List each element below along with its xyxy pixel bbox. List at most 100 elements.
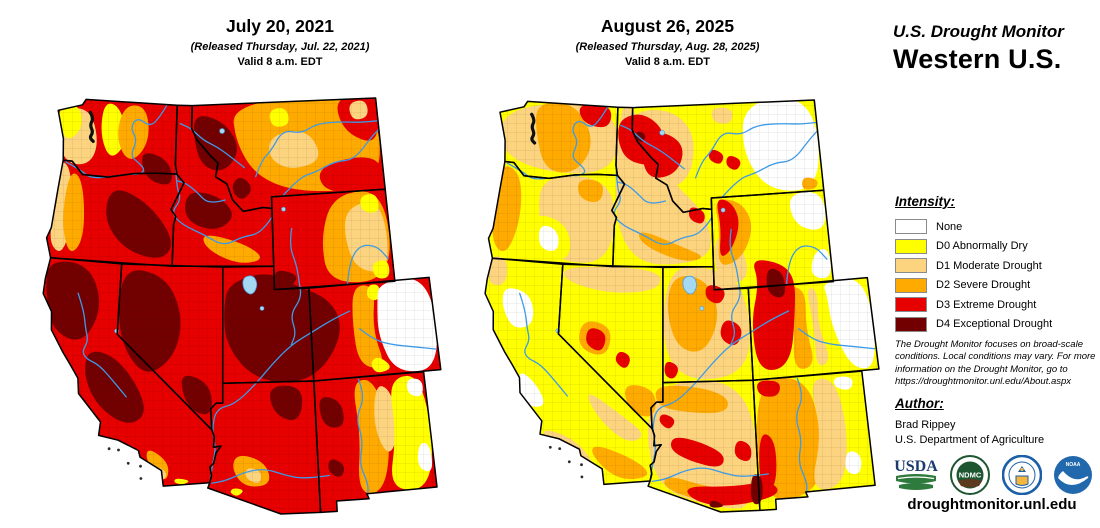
map-released-line: (Released Thursday, Aug. 28, 2025) <box>575 41 760 53</box>
lake <box>699 306 705 311</box>
channel-island <box>117 448 120 452</box>
state-border-az <box>647 379 761 513</box>
legend-item: D0 Abnormally Dry <box>895 237 1100 257</box>
author-block: Author: Brad Rippey U.S. Department of A… <box>895 396 1100 448</box>
legend-item: None <box>895 217 1100 237</box>
report-region: Western U.S. <box>893 44 1062 74</box>
author-name: Brad Rippey <box>895 419 956 431</box>
state-border-wy <box>710 189 835 291</box>
lake <box>281 206 286 212</box>
map-title: August 26, 2025 <box>600 16 735 36</box>
river <box>694 121 817 179</box>
lake <box>219 128 225 134</box>
noaa-logo: NOAA <box>1053 456 1092 494</box>
channel-island <box>139 464 142 468</box>
intensity-legend: Intensity: None D0 Abnormally Dry D1 Moder… <box>895 194 1100 334</box>
river <box>729 228 741 346</box>
drought-map-july-2021 <box>42 97 442 515</box>
county-grid <box>43 98 441 514</box>
river <box>721 130 818 199</box>
state-border-co <box>747 276 880 381</box>
site-url: droughtmonitor.unl.edu <box>907 496 1077 513</box>
river <box>173 168 273 245</box>
commerce-seal-logo <box>1001 455 1042 495</box>
lake <box>659 129 665 136</box>
river <box>613 169 712 245</box>
channel-island <box>580 463 583 467</box>
drought-map-august-2025 <box>484 99 880 513</box>
river <box>651 467 770 483</box>
county-grid <box>485 100 879 512</box>
river <box>77 292 127 398</box>
report-header: U.S. Drought Monitor Western U.S. <box>893 22 1064 75</box>
puget-sound <box>88 110 95 143</box>
legend-label: D0 Abnormally Dry <box>936 240 1028 253</box>
legend-label: None <box>936 220 963 233</box>
legend-heading: Intensity: <box>895 194 956 209</box>
river <box>519 292 568 397</box>
logo-row: USDA NDMC NOAA <box>893 454 1093 496</box>
river <box>289 227 302 346</box>
legend-swatch-d2 <box>895 277 927 293</box>
river <box>281 129 379 198</box>
legend-label: D3 Extreme Drought <box>936 298 1037 311</box>
state-border-nm <box>313 370 438 514</box>
legend-swatch-d1 <box>895 258 927 274</box>
state-border-nm <box>752 370 876 512</box>
svg-text:NOAA: NOAA <box>1066 462 1081 468</box>
map-title: July 20, 2021 <box>226 16 334 36</box>
state-border-az <box>207 380 322 515</box>
state-borders <box>484 99 880 513</box>
river <box>346 244 389 286</box>
author-heading: Author: <box>895 396 944 411</box>
great-salt-lake <box>682 275 697 295</box>
legend-label: D4 Exceptional Drought <box>936 318 1053 331</box>
channel-island <box>567 460 571 464</box>
channel-island <box>580 475 584 479</box>
river <box>359 328 438 350</box>
report-title: U.S. Drought Monitor <box>893 22 1064 41</box>
legend-swatch-d4 <box>895 316 927 332</box>
channel-island <box>548 445 552 449</box>
lake <box>259 306 265 311</box>
puget-sound <box>530 112 537 145</box>
usda-logo: USDA <box>894 458 938 490</box>
state-border-wy <box>270 188 396 291</box>
legend-item: D3 Extreme Drought <box>895 295 1100 315</box>
river <box>796 377 808 495</box>
lake <box>720 207 726 213</box>
channel-island <box>139 477 143 480</box>
legend-item: D4 Exceptional Drought <box>895 315 1100 335</box>
river <box>506 106 609 180</box>
legend-items: None D0 Abnormally Dry D1 Moderate Drought… <box>895 217 1100 334</box>
legend-swatch-d3 <box>895 297 927 313</box>
channel-island <box>107 447 111 451</box>
svg-text:USDA: USDA <box>894 458 938 475</box>
river <box>65 104 168 179</box>
drought-fill-layer <box>43 98 441 514</box>
legend-swatch-d0 <box>895 238 927 254</box>
river <box>255 120 378 178</box>
legend-item: D1 Moderate Drought <box>895 256 1100 276</box>
river <box>616 181 667 204</box>
river <box>798 328 876 350</box>
disclaimer-text: The Drought Monitor focuses on broad-sca… <box>895 339 1096 388</box>
map-released-line: (Released Thursday, Jul. 22, 2021) <box>190 41 370 53</box>
river <box>211 469 330 484</box>
river <box>176 180 226 203</box>
river <box>357 378 369 497</box>
author-org: U.S. Department of Agriculture <box>895 433 1045 446</box>
svg-text:NDMC: NDMC <box>959 471 982 480</box>
channel-island <box>126 461 130 465</box>
legend-item: D2 Severe Drought <box>895 276 1100 296</box>
legend-swatch-none <box>895 219 927 235</box>
channel-island <box>558 447 562 450</box>
ndmc-logo: NDMC <box>950 455 991 495</box>
map-title-block-2021: July 20, 2021 (Released Thursday, Jul. 2… <box>110 16 450 68</box>
legend-label: D1 Moderate Drought <box>936 259 1042 272</box>
map-title-block-2025: August 26, 2025 (Released Thursday, Aug.… <box>500 16 835 68</box>
map-valid-line: Valid 8 a.m. EDT <box>237 56 323 68</box>
legend-label: D2 Severe Drought <box>936 279 1031 292</box>
drought-fill-layer <box>485 100 879 512</box>
